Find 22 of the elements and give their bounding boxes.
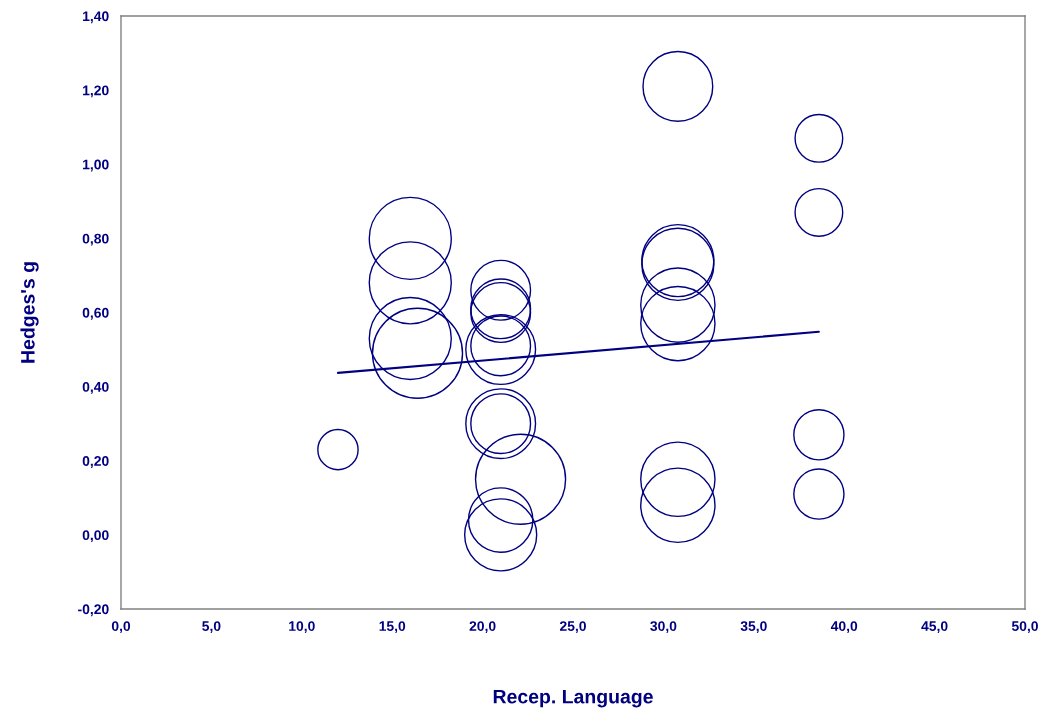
x-tick-label: 50,0 xyxy=(1011,621,1038,634)
x-tick-label: 15,0 xyxy=(379,621,406,634)
x-axis-title: Recep. Language xyxy=(493,689,653,708)
x-tick-label: 0,0 xyxy=(111,621,131,634)
y-tick-label: -0,20 xyxy=(78,604,109,617)
x-tick-label: 5,0 xyxy=(202,621,221,634)
y-tick-label: 0,80 xyxy=(82,233,109,246)
x-tick-label: 20,0 xyxy=(469,621,496,634)
x-tick-label: 35,0 xyxy=(740,621,767,634)
x-tick-label: 40,0 xyxy=(830,621,858,634)
y-axis-title: Hedges's g xyxy=(20,262,39,363)
x-tick-label: 10,0 xyxy=(289,621,315,634)
y-tick-label: 0,20 xyxy=(82,456,109,468)
y-tick-label: 0,00 xyxy=(82,530,109,543)
y-tick-label: 1,20 xyxy=(83,85,109,98)
x-tick-label: 45,0 xyxy=(921,621,948,634)
y-tick-label: 1,40 xyxy=(83,11,109,24)
y-tick-label: 0,40 xyxy=(82,381,109,394)
y-tick-label: 1,00 xyxy=(83,159,109,172)
x-tick-label: 30,0 xyxy=(650,621,677,634)
y-tick-label: 0,60 xyxy=(82,307,109,320)
x-tick-label: 25,0 xyxy=(559,621,586,634)
